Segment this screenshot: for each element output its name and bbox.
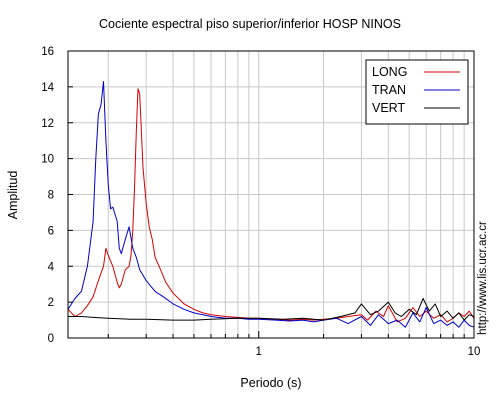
- series-line-vert: [68, 298, 475, 321]
- legend-label: TRAN: [372, 83, 406, 97]
- y-tick-label: 6: [48, 225, 54, 237]
- series-line-long: [67, 88, 475, 323]
- y-tick-label: 0: [48, 333, 54, 345]
- legend-box: [365, 59, 469, 125]
- x-tick-label: 10: [468, 346, 481, 358]
- series-group: [67, 81, 475, 328]
- y-tick-label: 2: [48, 297, 54, 309]
- x-axis-label: Periodo (s): [240, 376, 302, 390]
- legend-label: VERT: [372, 101, 405, 115]
- y-tick-label: 12: [41, 118, 54, 130]
- y-tick-label: 16: [41, 46, 54, 58]
- y-tick-label: 14: [41, 82, 54, 94]
- y-tick-label: 8: [48, 190, 54, 202]
- axis-ticks: 0 2 4 6 8 10 12 14 16 1 10: [41, 46, 480, 358]
- y-tick-label: 4: [48, 261, 55, 273]
- series-line-tran: [67, 81, 475, 328]
- legend: LONG TRAN VERT: [365, 59, 469, 125]
- source-credit: http://www.lis.ucr.ac.cr: [477, 221, 489, 335]
- y-axis-label: Amplitud: [6, 170, 20, 220]
- chart-title: Cociente espectral piso superior/inferio…: [99, 17, 401, 31]
- y-tick-label: 10: [41, 154, 54, 166]
- x-tick-label: 1: [256, 346, 262, 358]
- legend-label: LONG: [372, 65, 407, 79]
